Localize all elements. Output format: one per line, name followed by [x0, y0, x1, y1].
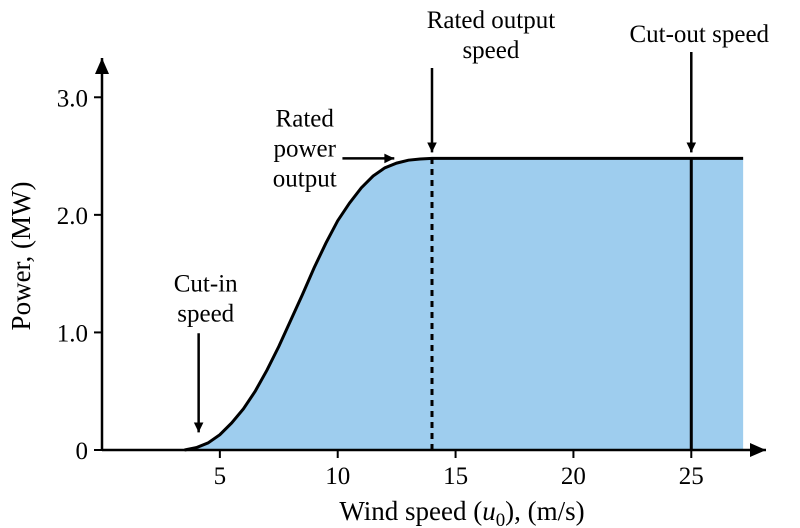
rated-power-label-l1: Rated: [276, 105, 335, 132]
x-tick-label: 15: [443, 463, 468, 490]
x-tick-label: 20: [561, 463, 586, 490]
rated-speed-label-l1: Rated output: [427, 7, 556, 34]
rated-speed-arrow-head: [427, 143, 437, 153]
x-tick-label: 25: [679, 463, 704, 490]
x-axis-arrow: [750, 443, 766, 457]
rated-power-label-l3: output: [273, 165, 337, 192]
y-axis-arrow: [95, 58, 109, 74]
cut-in-label-l2: speed: [177, 300, 234, 327]
rated-power-label-l2: power: [273, 135, 336, 162]
area-under-curve: [185, 158, 744, 450]
cut-in-label-l1: Cut-in: [174, 270, 238, 297]
cut-in-arrow-head: [194, 422, 204, 432]
y-tick-label: 2.0: [57, 203, 88, 230]
cut-out-label: Cut-out speed: [629, 21, 769, 48]
power-curve-chart: 5 10 15 20 25 0 1.0 2.0 3.0 Wind speed (u0), (m/s…: [0, 0, 800, 528]
y-axis-label: Power, (MW): [6, 182, 36, 331]
x-tick-label: 10: [325, 463, 350, 490]
x-axis-label: Wind speed (u0), (m/s): [339, 496, 584, 528]
rated-speed-label-l2: speed: [462, 37, 519, 64]
y-tick-label: 3.0: [57, 85, 88, 112]
rated-power-arrow-head: [384, 154, 394, 164]
y-tick-label: 0: [76, 438, 89, 465]
y-tick-label: 1.0: [57, 320, 88, 347]
x-tick-label: 5: [214, 463, 227, 490]
cut-out-arrow-head: [687, 143, 697, 153]
